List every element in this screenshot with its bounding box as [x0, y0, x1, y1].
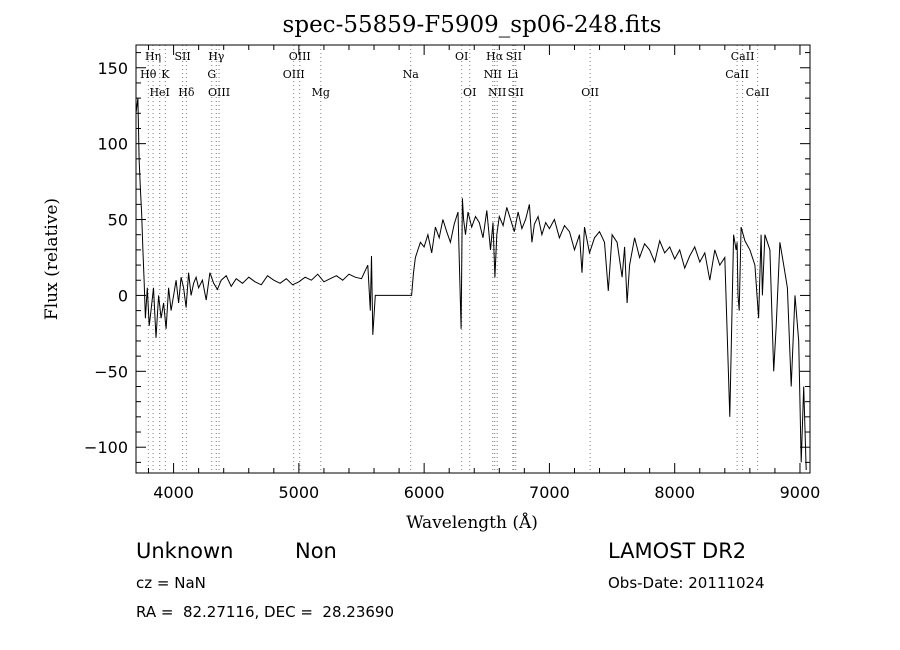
y-tick-label: 0 [118, 286, 128, 305]
spectral-line-label: HeI [149, 86, 169, 99]
y-tick-label: 100 [97, 135, 128, 154]
y-tick-label: −50 [94, 362, 128, 381]
spectral-line-label: Hγ [208, 50, 225, 63]
axis-ticks: 4000 5000 6000 7000 8000 9000 −100 −50 0 50 100 150 [84, 45, 820, 502]
spectral-line-label: K [161, 68, 170, 81]
spectral-line-label: Hη [145, 50, 161, 63]
x-tick-label: 9000 [780, 483, 821, 502]
spectral-line-label: OI [455, 50, 468, 63]
class-label: Unknown [136, 539, 234, 563]
spectral-line-label: OII [581, 86, 599, 99]
spectrum-line [135, 98, 807, 471]
spectral-line-label: Hδ [178, 86, 195, 99]
y-tick-label: 150 [97, 59, 128, 78]
chart-title: spec-55859-F5909_sp06-248.fits [283, 12, 662, 38]
y-tick-label: 50 [108, 211, 128, 230]
x-axis-label: Wavelength (Å) [406, 512, 538, 533]
spectral-line-label: SII [508, 86, 524, 99]
spectral-line-label: CaII [746, 86, 770, 99]
redshift-label: cz = NaN [136, 574, 206, 592]
plot-frame [135, 44, 811, 474]
spectral-line-label: SII [506, 50, 522, 63]
obs-date-label: Obs-Date: 20111024 [608, 574, 765, 592]
spectral-line-label: Na [403, 68, 420, 81]
x-tick-label: 4000 [153, 483, 194, 502]
subclass-label: Non [295, 539, 337, 563]
spectral-line-label: Hα [486, 50, 504, 63]
spectral-line-label: OIII [208, 86, 230, 99]
spectral-line-label: CaII [725, 68, 749, 81]
spectral-line-label: NII [484, 68, 502, 81]
spectral-line-label: OIII [283, 68, 305, 81]
x-tick-label: 5000 [279, 483, 320, 502]
survey-label: LAMOST DR2 [608, 539, 747, 563]
x-tick-label: 7000 [529, 483, 570, 502]
spectral-line-label: G [207, 68, 216, 81]
y-tick-label: −100 [84, 438, 128, 457]
spectral-line-label: NII [488, 86, 506, 99]
spectral-line-label: SII [174, 50, 190, 63]
x-tick-label: 6000 [404, 483, 445, 502]
x-tick-label: 8000 [654, 483, 695, 502]
y-axis-label: Flux (relative) [42, 198, 62, 320]
spectral-line-label: CaII [731, 50, 755, 63]
spectral-line-label: Mg [312, 86, 330, 99]
coordinates-label: RA = 82.27116, DEC = 28.23690 [136, 603, 395, 621]
spectral-line-label: OIII [289, 50, 311, 63]
spectral-line-label: Li [507, 68, 518, 81]
spectral-line-label: OI [463, 86, 476, 99]
spectral-line-label: Hθ [140, 68, 157, 81]
